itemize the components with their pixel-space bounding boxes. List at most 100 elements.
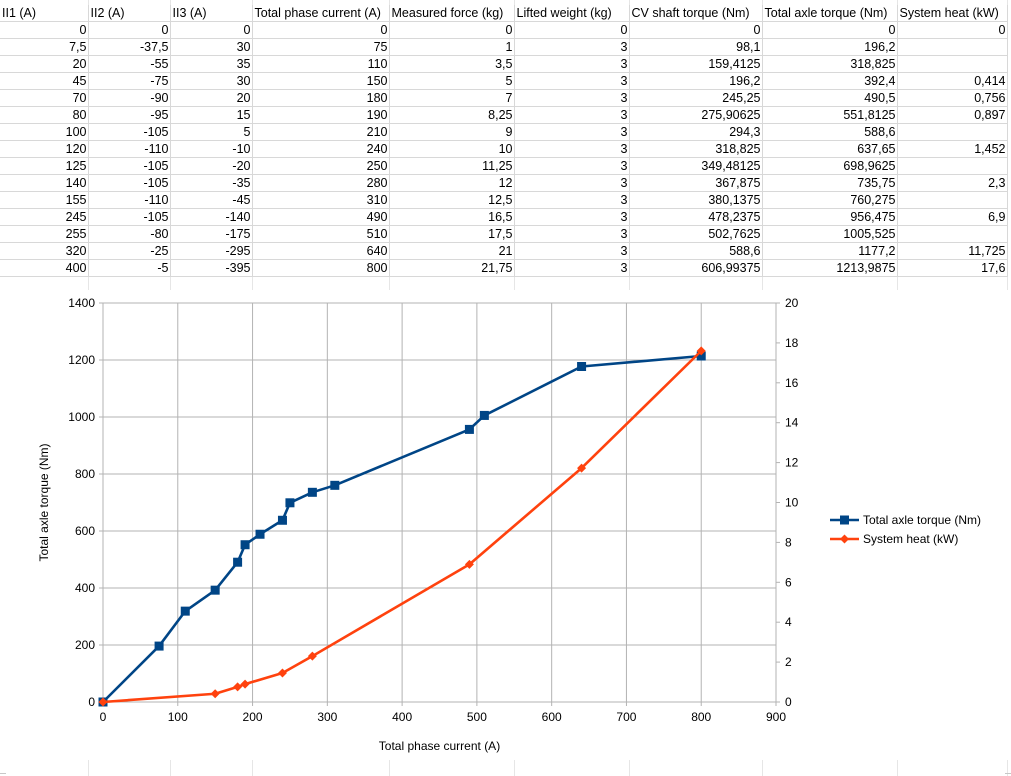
table-cell[interactable]: 3 [514, 242, 630, 260]
table-cell[interactable]: 1213,9875 [762, 259, 898, 277]
column-header[interactable]: II1 (A) [0, 5, 89, 22]
table-cell[interactable]: 1005,525 [762, 225, 898, 243]
table-cell[interactable]: 150 [252, 72, 390, 90]
table-cell[interactable] [897, 225, 1008, 243]
table-cell[interactable]: 478,2375 [629, 208, 763, 226]
table-cell[interactable]: -35 [170, 174, 253, 192]
table-cell[interactable]: 551,8125 [762, 106, 898, 124]
column-header[interactable]: Total phase current (A) [252, 5, 390, 22]
table-cell[interactable]: -90 [88, 89, 171, 107]
table-cell[interactable]: -105 [88, 157, 171, 175]
table-cell[interactable]: 140 [0, 174, 89, 192]
table-cell[interactable]: 110 [252, 55, 390, 73]
table-cell[interactable]: 637,65 [762, 140, 898, 158]
table-cell[interactable]: 17,6 [897, 259, 1008, 277]
table-cell[interactable]: -295 [170, 242, 253, 260]
table-cell[interactable]: 0 [629, 21, 763, 39]
table-cell[interactable] [897, 191, 1008, 209]
table-cell[interactable]: 318,825 [762, 55, 898, 73]
table-cell[interactable]: 318,825 [629, 140, 763, 158]
table-cell[interactable]: 100 [0, 123, 89, 141]
table-cell[interactable]: 30 [170, 72, 253, 90]
table-cell[interactable]: 3 [514, 157, 630, 175]
table-cell[interactable]: 12 [389, 174, 515, 192]
table-cell[interactable]: 6,9 [897, 208, 1008, 226]
table-cell[interactable]: 502,7625 [629, 225, 763, 243]
table-cell[interactable]: 3 [514, 38, 630, 56]
column-header[interactable]: II3 (A) [170, 5, 253, 22]
table-cell[interactable]: 588,6 [629, 242, 763, 260]
table-cell[interactable]: -5 [88, 259, 171, 277]
column-header[interactable]: II2 (A) [88, 5, 171, 22]
table-cell[interactable]: 1,452 [897, 140, 1008, 158]
table-cell[interactable]: 3,5 [389, 55, 515, 73]
table-cell[interactable]: 21,75 [389, 259, 515, 277]
table-cell[interactable]: 490 [252, 208, 390, 226]
table-cell[interactable]: 196,2 [762, 38, 898, 56]
table-cell[interactable]: 3 [514, 225, 630, 243]
table-cell[interactable]: -105 [88, 208, 171, 226]
table-cell[interactable]: 11,725 [897, 242, 1008, 260]
table-cell[interactable]: 280 [252, 174, 390, 192]
table-cell[interactable]: 7,5 [0, 38, 89, 56]
table-cell[interactable]: 640 [252, 242, 390, 260]
table-cell[interactable]: -110 [88, 191, 171, 209]
table-cell[interactable]: 70 [0, 89, 89, 107]
table-cell[interactable]: 245 [0, 208, 89, 226]
table-cell[interactable]: 45 [0, 72, 89, 90]
table-cell[interactable]: -20 [170, 157, 253, 175]
table-cell[interactable]: 125 [0, 157, 89, 175]
table-cell[interactable]: 7 [389, 89, 515, 107]
table-cell[interactable]: 210 [252, 123, 390, 141]
table-cell[interactable]: 11,25 [389, 157, 515, 175]
table-cell[interactable]: 190 [252, 106, 390, 124]
table-cell[interactable]: 3 [514, 89, 630, 107]
table-cell[interactable]: 3 [514, 259, 630, 277]
table-cell[interactable]: -75 [88, 72, 171, 90]
table-cell[interactable]: 0 [88, 21, 171, 39]
table-cell[interactable]: 800 [252, 259, 390, 277]
table-cell[interactable]: 12,5 [389, 191, 515, 209]
column-header[interactable]: Measured force (kg) [389, 5, 515, 22]
table-cell[interactable]: 349,48125 [629, 157, 763, 175]
table-cell[interactable]: 3 [514, 106, 630, 124]
table-cell[interactable] [897, 157, 1008, 175]
table-cell[interactable]: 255 [0, 225, 89, 243]
table-cell[interactable]: 698,9625 [762, 157, 898, 175]
table-cell[interactable] [897, 123, 1008, 141]
table-cell[interactable]: 760,275 [762, 191, 898, 209]
table-cell[interactable]: 3 [514, 123, 630, 141]
table-cell[interactable]: -45 [170, 191, 253, 209]
table-cell[interactable]: 490,5 [762, 89, 898, 107]
table-cell[interactable]: 0 [762, 21, 898, 39]
table-cell[interactable]: 98,1 [629, 38, 763, 56]
table-cell[interactable]: -80 [88, 225, 171, 243]
table-cell[interactable]: -37,5 [88, 38, 171, 56]
table-cell[interactable]: 20 [0, 55, 89, 73]
table-cell[interactable]: -95 [88, 106, 171, 124]
table-cell[interactable]: 735,75 [762, 174, 898, 192]
table-cell[interactable]: 294,3 [629, 123, 763, 141]
table-cell[interactable]: 400 [0, 259, 89, 277]
table-cell[interactable] [897, 38, 1008, 56]
table-cell[interactable]: 0 [0, 21, 89, 39]
column-header[interactable]: Total axle torque (Nm) [762, 5, 898, 22]
table-cell[interactable]: 5 [389, 72, 515, 90]
table-cell[interactable]: 17,5 [389, 225, 515, 243]
table-cell[interactable]: -105 [88, 123, 171, 141]
table-cell[interactable]: 8,25 [389, 106, 515, 124]
table-cell[interactable]: 0 [252, 21, 390, 39]
table-cell[interactable]: 956,475 [762, 208, 898, 226]
table-cell[interactable]: 320 [0, 242, 89, 260]
table-cell[interactable]: 510 [252, 225, 390, 243]
table-cell[interactable]: 275,90625 [629, 106, 763, 124]
table-cell[interactable]: -105 [88, 174, 171, 192]
table-cell[interactable]: 3 [514, 191, 630, 209]
table-cell[interactable]: 5 [170, 123, 253, 141]
table-cell[interactable]: 2,3 [897, 174, 1008, 192]
table-cell[interactable]: 606,99375 [629, 259, 763, 277]
table-cell[interactable]: 250 [252, 157, 390, 175]
table-cell[interactable]: -10 [170, 140, 253, 158]
table-cell[interactable]: 0 [170, 21, 253, 39]
table-cell[interactable]: 1177,2 [762, 242, 898, 260]
